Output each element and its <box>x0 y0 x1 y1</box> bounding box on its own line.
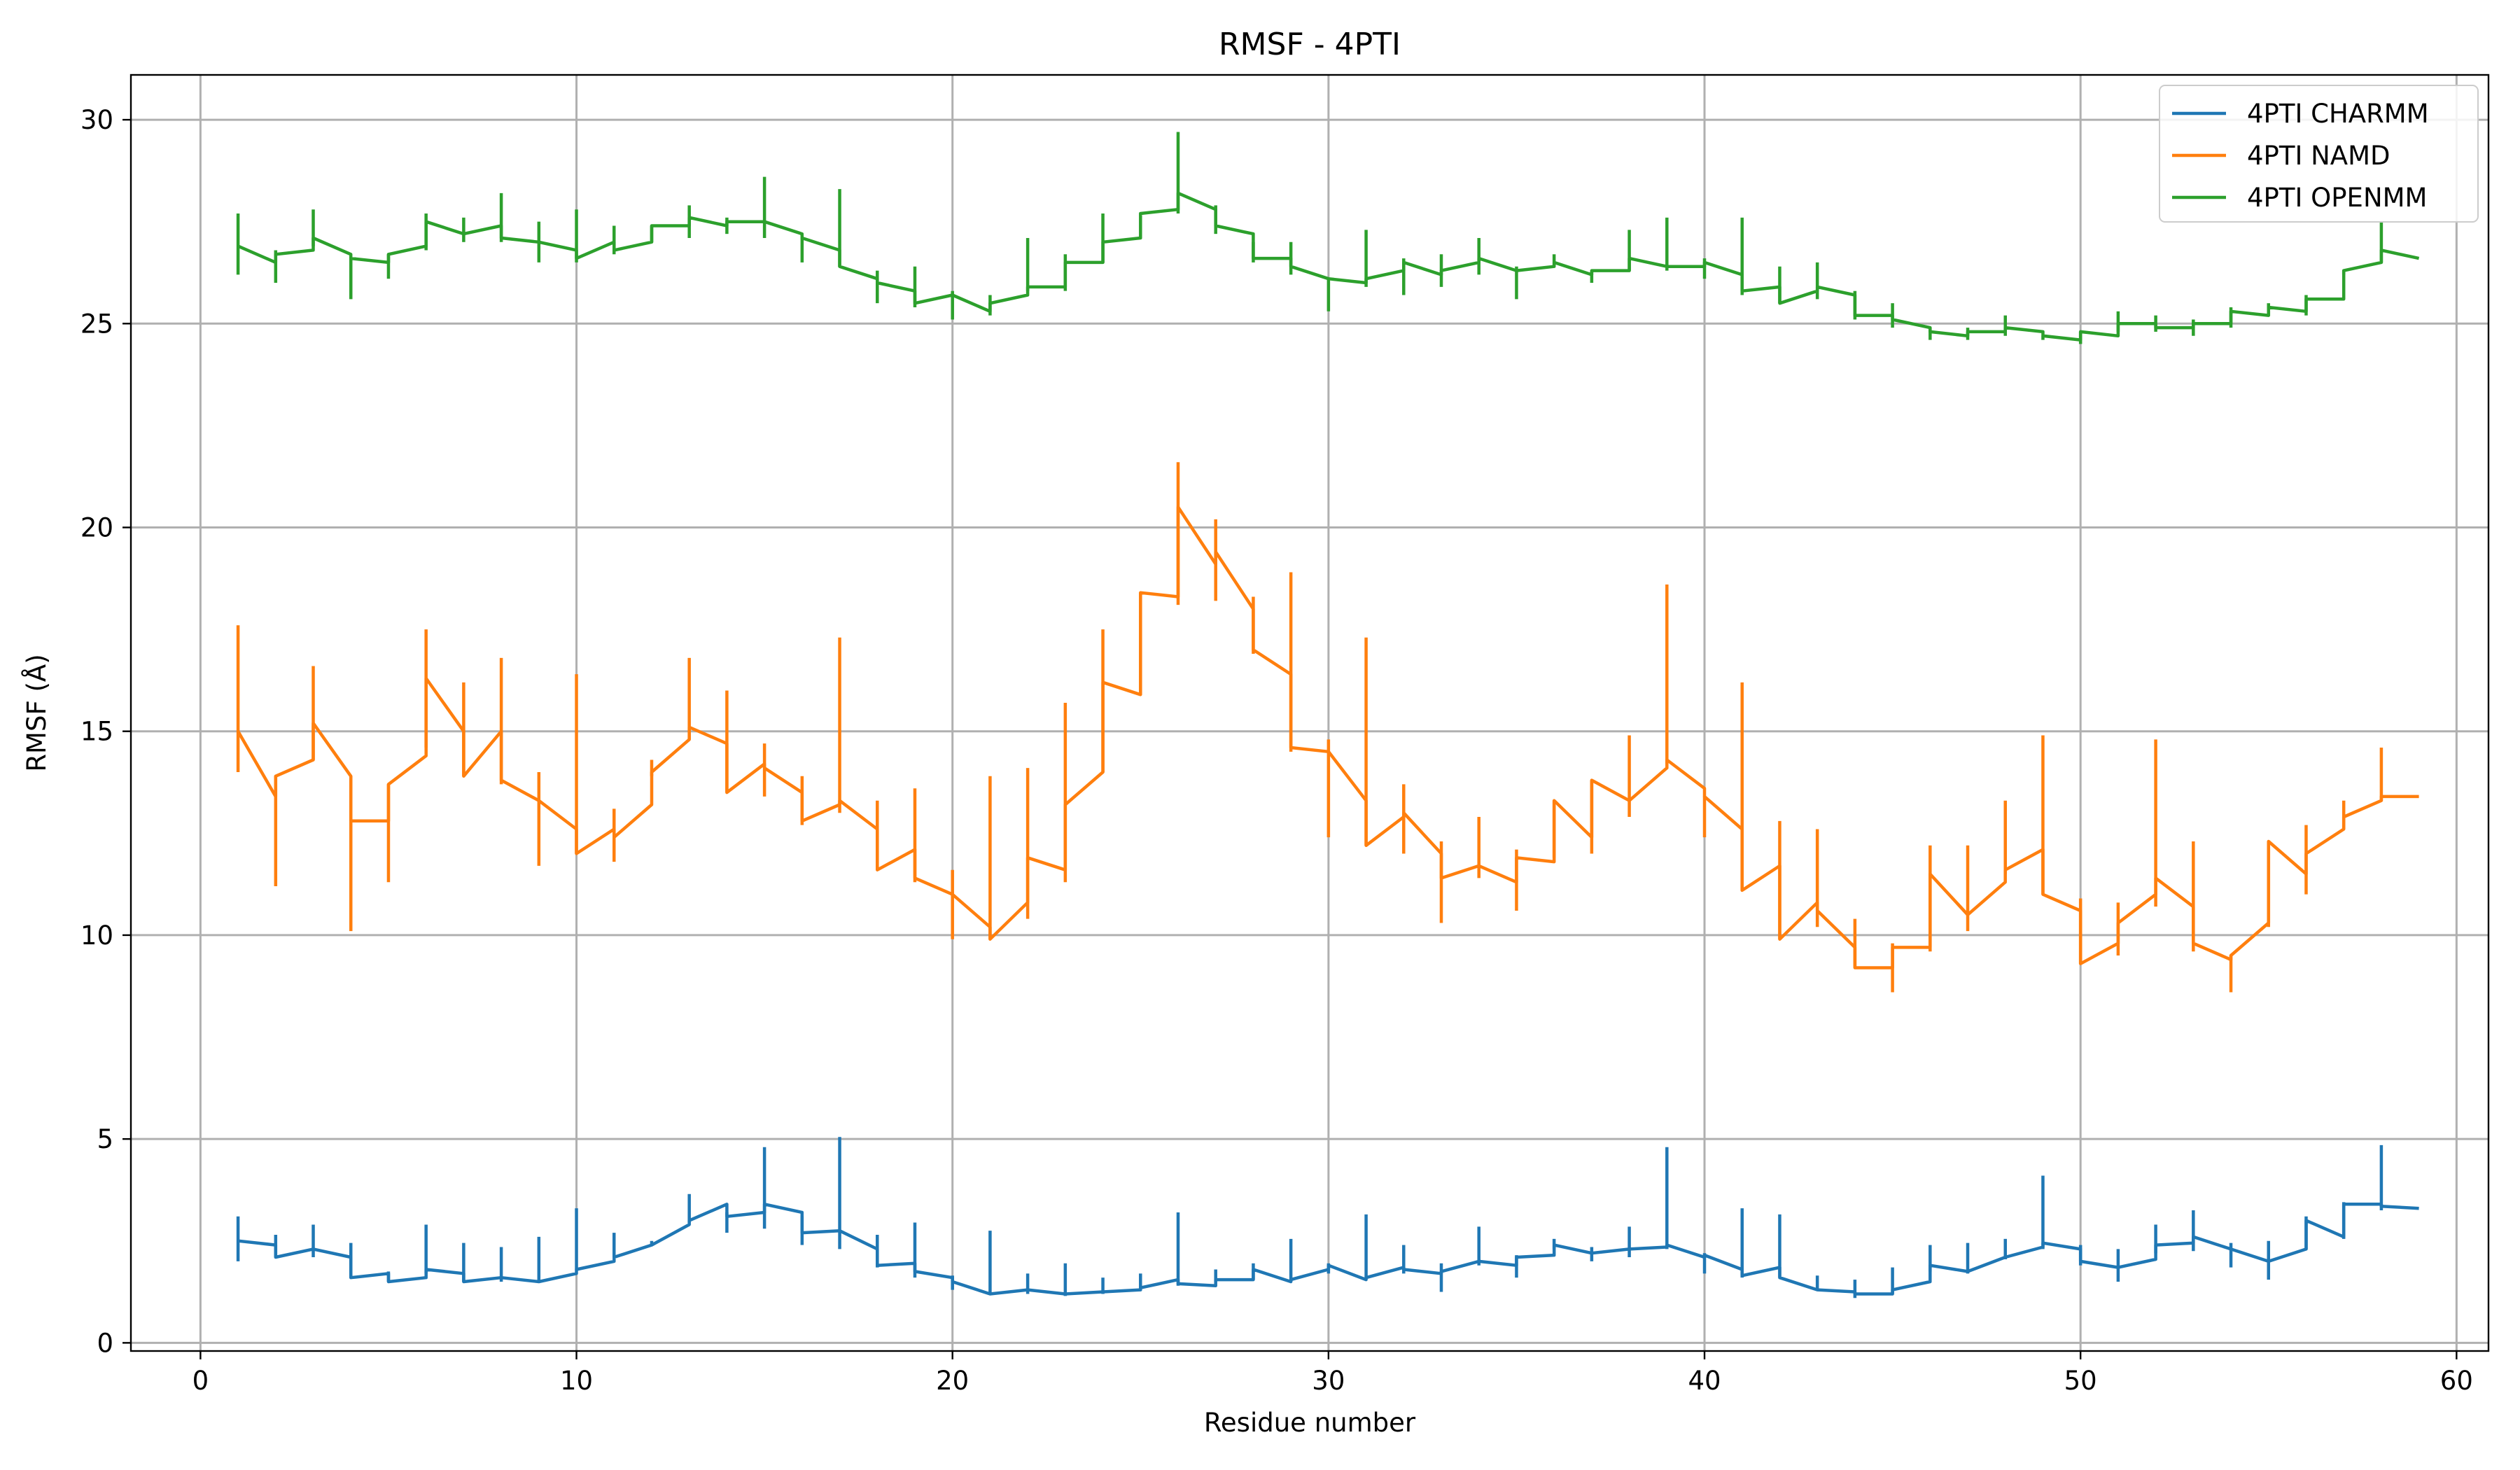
legend-label: 4PTI CHARMM <box>2247 99 2429 129</box>
x-tick-label: 50 <box>2064 1366 2097 1396</box>
y-tick-label: 0 <box>97 1328 113 1358</box>
chart-title: RMSF - 4PTI <box>1219 27 1401 62</box>
x-tick-label: 40 <box>1688 1366 1721 1396</box>
data-series <box>236 132 2420 1298</box>
legend-box <box>2159 85 2479 223</box>
y-tick-label: 30 <box>80 105 113 135</box>
x-tick-label: 60 <box>2440 1366 2473 1396</box>
y-tick-label: 20 <box>80 512 113 542</box>
y-tick-label: 5 <box>97 1124 113 1154</box>
legend-label: 4PTI OPENMM <box>2247 183 2427 213</box>
series-2 <box>236 462 2419 993</box>
y-axis-label: RMSF (Å) <box>21 654 52 771</box>
x-axis-label: Residue number <box>1204 1408 1416 1438</box>
y-tick-label: 25 <box>80 309 113 339</box>
legend-label: 4PTI NAMD <box>2247 141 2390 171</box>
x-tick-label: 10 <box>560 1366 593 1396</box>
y-tick-label: 10 <box>80 920 113 951</box>
y-tick-label: 15 <box>80 717 113 747</box>
legend: 4PTI CHARMM 4PTI NAMD 4PTI OPENMM <box>2159 85 2479 223</box>
x-tick-label: 20 <box>936 1366 969 1396</box>
x-tick-label: 30 <box>1312 1366 1345 1396</box>
series-1 <box>236 1137 2419 1298</box>
axis-ticks: 0 10 20 30 40 50 60 0 5 10 15 20 25 30 <box>80 105 2473 1396</box>
plot-frame <box>130 74 2490 1352</box>
series-3 <box>236 132 2420 344</box>
grid-lines <box>131 75 2488 1351</box>
x-tick-label: 0 <box>192 1366 209 1396</box>
